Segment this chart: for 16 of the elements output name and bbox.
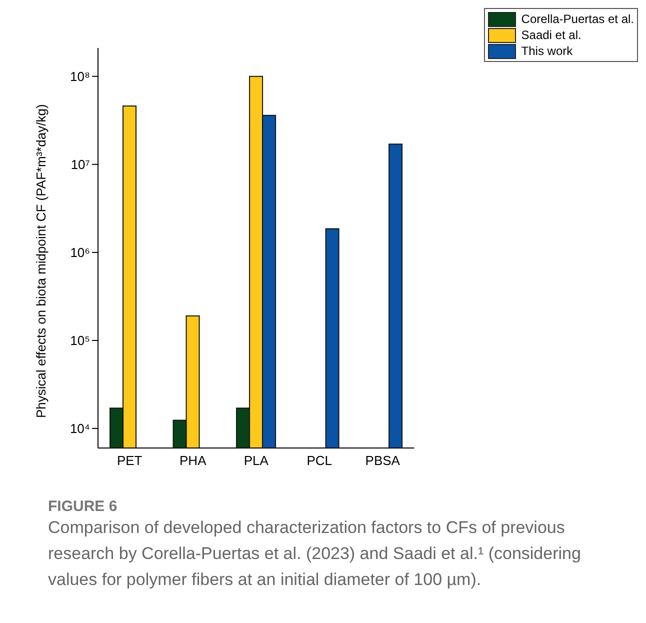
- y-tick-label: 10⁵: [70, 333, 90, 348]
- x-tick-label: PLA: [244, 453, 269, 468]
- x-tick-label: PHA: [180, 453, 207, 468]
- y-tick-label: 10⁴: [70, 421, 90, 436]
- x-tick-label: PCL: [306, 453, 332, 468]
- legend-label: Corella-Puertas et al.: [521, 12, 634, 26]
- y-tick-label: 10⁶: [70, 245, 90, 260]
- y-axis-title: Physical effects on biota midpoint CF (PAF*m³*day/kg): [34, 104, 49, 418]
- y-tick-label: 10⁸: [70, 68, 90, 84]
- legend-label: Saadi et al.: [521, 28, 582, 42]
- x-tick-label: PBSA: [365, 453, 400, 468]
- y-tick-label: 10⁷: [70, 157, 90, 172]
- x-tick-label: PET: [116, 453, 142, 468]
- caption: Comparison of developed characterization factors to CFs of previous research by Corella-Puertas et al. (2023) and Saadi et al.¹ (considering values for polymer fibers at an initial diameter of 100 µm).: [48, 517, 582, 591]
- legend-label: This work: [521, 44, 573, 58]
- figure-label: FIGURE 6: [48, 498, 118, 515]
